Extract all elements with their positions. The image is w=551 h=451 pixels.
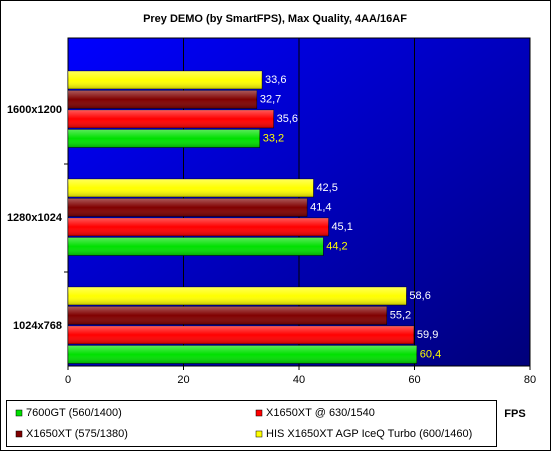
x-tick-label: 40 [293,374,305,386]
data-label: 41,4 [310,201,331,213]
x-tick-label: 20 [177,374,189,386]
data-label: 60,4 [420,348,441,360]
legend-label: HIS X1650XT AGP IceQ Turbo (600/1460) [266,428,472,440]
data-label: 35,6 [277,113,298,125]
x-tick-label: 0 [65,374,71,386]
legend-marker [255,409,263,417]
y-tick-label: 1600x1200 [7,104,62,116]
data-label: 42,5 [316,182,337,194]
bar-shade [68,287,407,305]
legend [6,400,497,447]
bar-shade [68,90,257,109]
bar-shade [68,326,414,344]
x-axis-title: FPS [504,408,525,420]
data-label: 55,2 [390,309,411,321]
legend-label: X1650XT @ 630/1540 [266,407,375,419]
bar-shade [68,218,329,236]
y-tick-label: 1024x768 [13,320,62,332]
data-label: 59,9 [417,329,438,341]
bar-shade [68,345,417,364]
legend-marker [255,430,263,438]
x-tick-label: 80 [524,374,536,386]
chart-title: Prey DEMO (by SmartFPS), Max Quality, 4A… [143,13,407,25]
bar-shade [68,129,260,148]
data-label: 45,1 [331,221,352,233]
bar-shade [68,306,387,325]
x-tick-label: 60 [408,374,420,386]
bar-shade [68,198,308,217]
legend-marker [15,409,23,417]
bar-shade [68,71,263,89]
data-label: 32,7 [260,93,281,105]
y-tick-label: 1280x1024 [7,212,63,224]
legend-marker [15,430,23,438]
legend-label: X1650XT (575/1380) [26,428,128,440]
data-label: 58,6 [409,290,430,302]
bar-shade [68,110,274,128]
data-label: 33,2 [263,132,284,144]
bar-shade [68,179,314,197]
data-label: 44,2 [326,240,347,252]
legend-label: 7600GT (560/1400) [26,407,122,419]
bar-shade [68,237,324,256]
data-label: 33,6 [265,74,286,86]
